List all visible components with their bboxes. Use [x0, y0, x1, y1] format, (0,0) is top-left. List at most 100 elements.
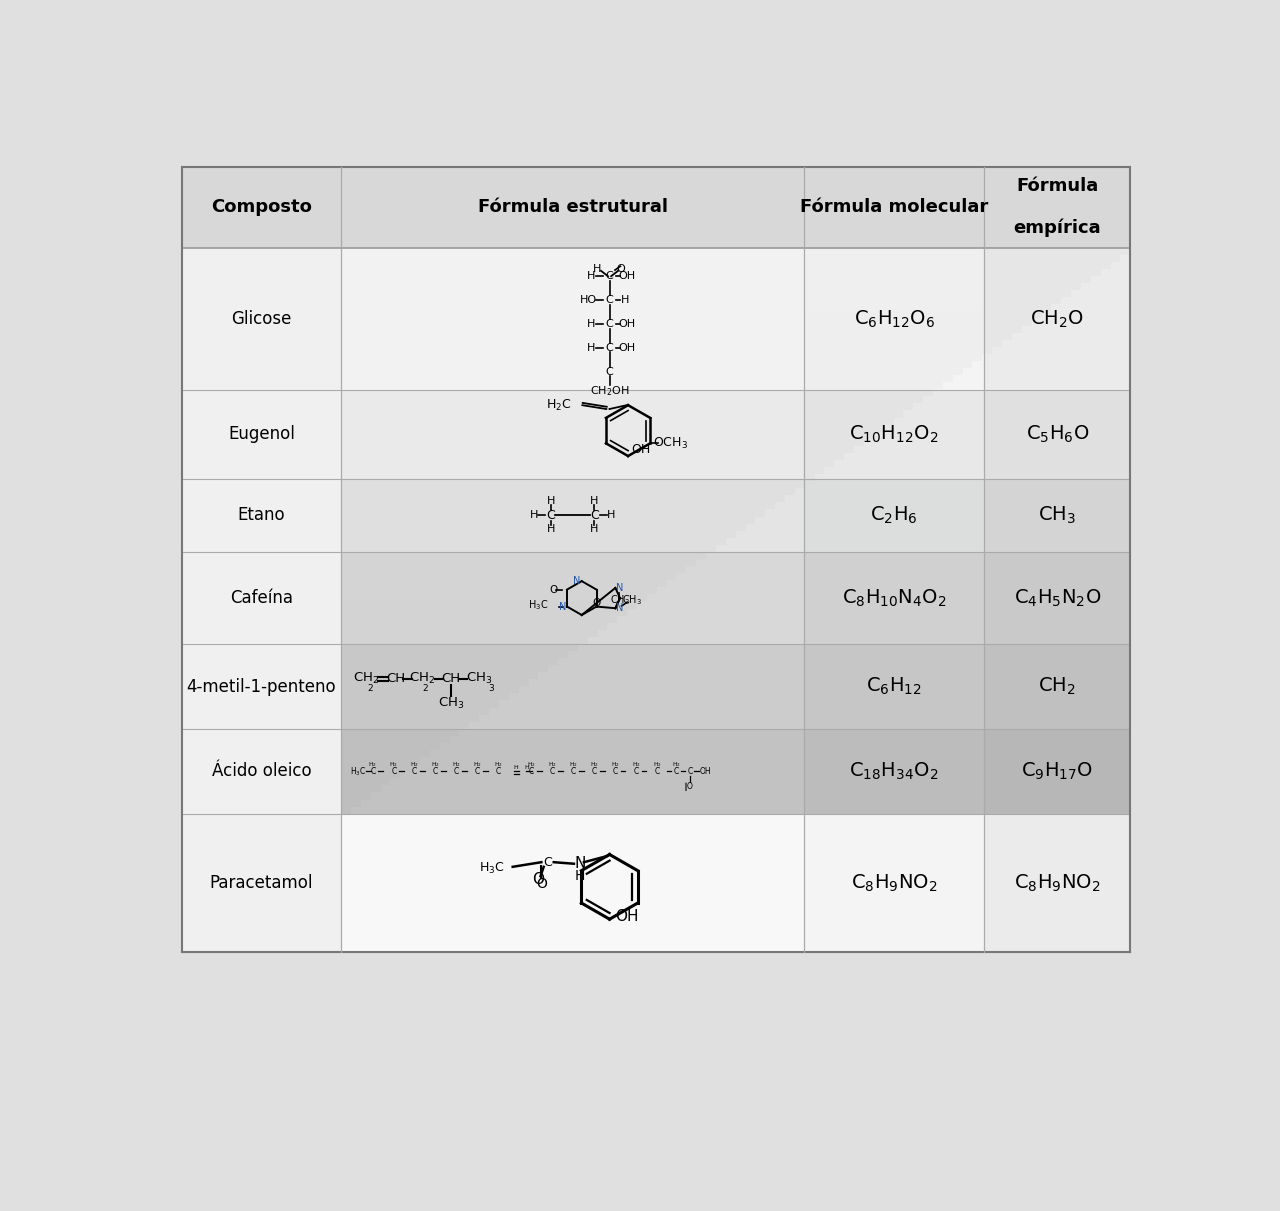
- Text: H: H: [590, 524, 599, 534]
- Bar: [984, 390, 1130, 478]
- Text: N: N: [575, 856, 586, 871]
- Polygon shape: [340, 425, 883, 431]
- Bar: [182, 167, 1130, 952]
- Text: H: H: [547, 524, 556, 534]
- Polygon shape: [340, 453, 845, 460]
- Polygon shape: [340, 403, 913, 411]
- Text: C: C: [433, 767, 438, 776]
- Bar: [340, 390, 804, 478]
- Text: H$_2$: H$_2$: [527, 761, 536, 769]
- Text: OCH$_3$: OCH$_3$: [653, 436, 687, 450]
- Text: C: C: [370, 767, 375, 776]
- Bar: [182, 390, 340, 478]
- Text: Eugenol: Eugenol: [228, 425, 294, 443]
- Text: CH$_2$: CH$_2$: [408, 671, 435, 687]
- Text: C$_9$H$_{17}$O: C$_9$H$_{17}$O: [1021, 761, 1093, 782]
- Text: 4-metil-1-penteno: 4-metil-1-penteno: [187, 678, 337, 695]
- Polygon shape: [340, 694, 508, 700]
- Polygon shape: [340, 248, 1130, 254]
- Polygon shape: [340, 304, 1051, 311]
- Polygon shape: [340, 383, 943, 389]
- Polygon shape: [340, 276, 1091, 283]
- Text: H$_2$C: H$_2$C: [547, 397, 571, 413]
- Text: OH: OH: [614, 908, 639, 924]
- Bar: [984, 478, 1130, 552]
- Text: C: C: [591, 767, 596, 776]
- Polygon shape: [340, 283, 1082, 291]
- Polygon shape: [340, 368, 963, 375]
- Text: H: H: [530, 510, 538, 521]
- Polygon shape: [340, 538, 726, 545]
- Polygon shape: [340, 530, 736, 538]
- Polygon shape: [340, 742, 440, 750]
- Polygon shape: [340, 495, 785, 503]
- Text: H: H: [586, 343, 595, 352]
- Polygon shape: [340, 587, 657, 595]
- Text: C$_4$H$_5$N$_2$O: C$_4$H$_5$N$_2$O: [1014, 587, 1101, 609]
- Text: CH$_3$: CH$_3$: [438, 696, 465, 711]
- Polygon shape: [340, 460, 835, 467]
- Text: H: H: [547, 497, 556, 506]
- Bar: [804, 478, 984, 552]
- Polygon shape: [340, 757, 420, 764]
- Polygon shape: [340, 679, 529, 687]
- Text: O: O: [617, 264, 626, 274]
- Text: H: H: [607, 510, 616, 521]
- Bar: [182, 478, 340, 552]
- Text: C: C: [605, 367, 613, 377]
- Polygon shape: [340, 559, 696, 566]
- Bar: [340, 478, 804, 552]
- Text: C$_{10}$H$_{12}$O$_2$: C$_{10}$H$_{12}$O$_2$: [850, 424, 938, 446]
- Polygon shape: [340, 431, 874, 438]
- Text: H: H: [586, 271, 595, 281]
- Text: Etano: Etano: [238, 506, 285, 524]
- Text: C: C: [687, 767, 692, 776]
- Bar: [182, 814, 340, 952]
- Polygon shape: [340, 297, 1061, 304]
- Bar: [340, 729, 804, 814]
- Text: C$_6$H$_{12}$O$_6$: C$_6$H$_{12}$O$_6$: [854, 309, 934, 329]
- Polygon shape: [340, 700, 499, 707]
- Text: H$_2$: H$_2$: [411, 761, 419, 769]
- Polygon shape: [340, 503, 776, 510]
- Text: H$_3$C: H$_3$C: [480, 861, 504, 876]
- Polygon shape: [340, 652, 568, 658]
- Bar: [804, 248, 984, 390]
- Text: H: H: [575, 869, 585, 883]
- Polygon shape: [340, 545, 716, 552]
- Text: Ácido oleico: Ácido oleico: [211, 763, 311, 780]
- Polygon shape: [340, 475, 814, 481]
- Text: H$_2$: H$_2$: [672, 761, 680, 769]
- Text: C$_5$H$_6$O: C$_5$H$_6$O: [1025, 424, 1089, 446]
- Text: C: C: [654, 767, 660, 776]
- Polygon shape: [340, 750, 430, 757]
- Polygon shape: [340, 361, 973, 368]
- Text: CH: CH: [385, 672, 404, 685]
- Text: C: C: [529, 767, 534, 776]
- Polygon shape: [340, 595, 646, 602]
- Text: H: H: [593, 264, 602, 274]
- Text: CH: CH: [442, 672, 461, 685]
- Polygon shape: [340, 799, 361, 807]
- Bar: [984, 248, 1130, 390]
- Text: N: N: [573, 576, 581, 586]
- Text: HO: HO: [580, 295, 598, 305]
- Polygon shape: [340, 517, 755, 523]
- Text: Fórmula

empírica: Fórmula empírica: [1014, 177, 1101, 237]
- Text: CH$_2$: CH$_2$: [353, 671, 379, 687]
- Text: H$_2$: H$_2$: [632, 761, 641, 769]
- Text: C: C: [412, 767, 417, 776]
- Text: C: C: [547, 509, 556, 522]
- Text: 2: 2: [367, 684, 374, 693]
- Text: C: C: [605, 343, 613, 352]
- Text: C: C: [571, 767, 576, 776]
- Bar: [984, 814, 1130, 952]
- Bar: [804, 729, 984, 814]
- Text: O: O: [549, 585, 557, 595]
- Text: C: C: [550, 767, 556, 776]
- Polygon shape: [340, 418, 893, 425]
- Polygon shape: [340, 446, 854, 453]
- Polygon shape: [340, 672, 539, 679]
- Text: Paracetamol: Paracetamol: [210, 874, 314, 893]
- Text: C: C: [475, 767, 480, 776]
